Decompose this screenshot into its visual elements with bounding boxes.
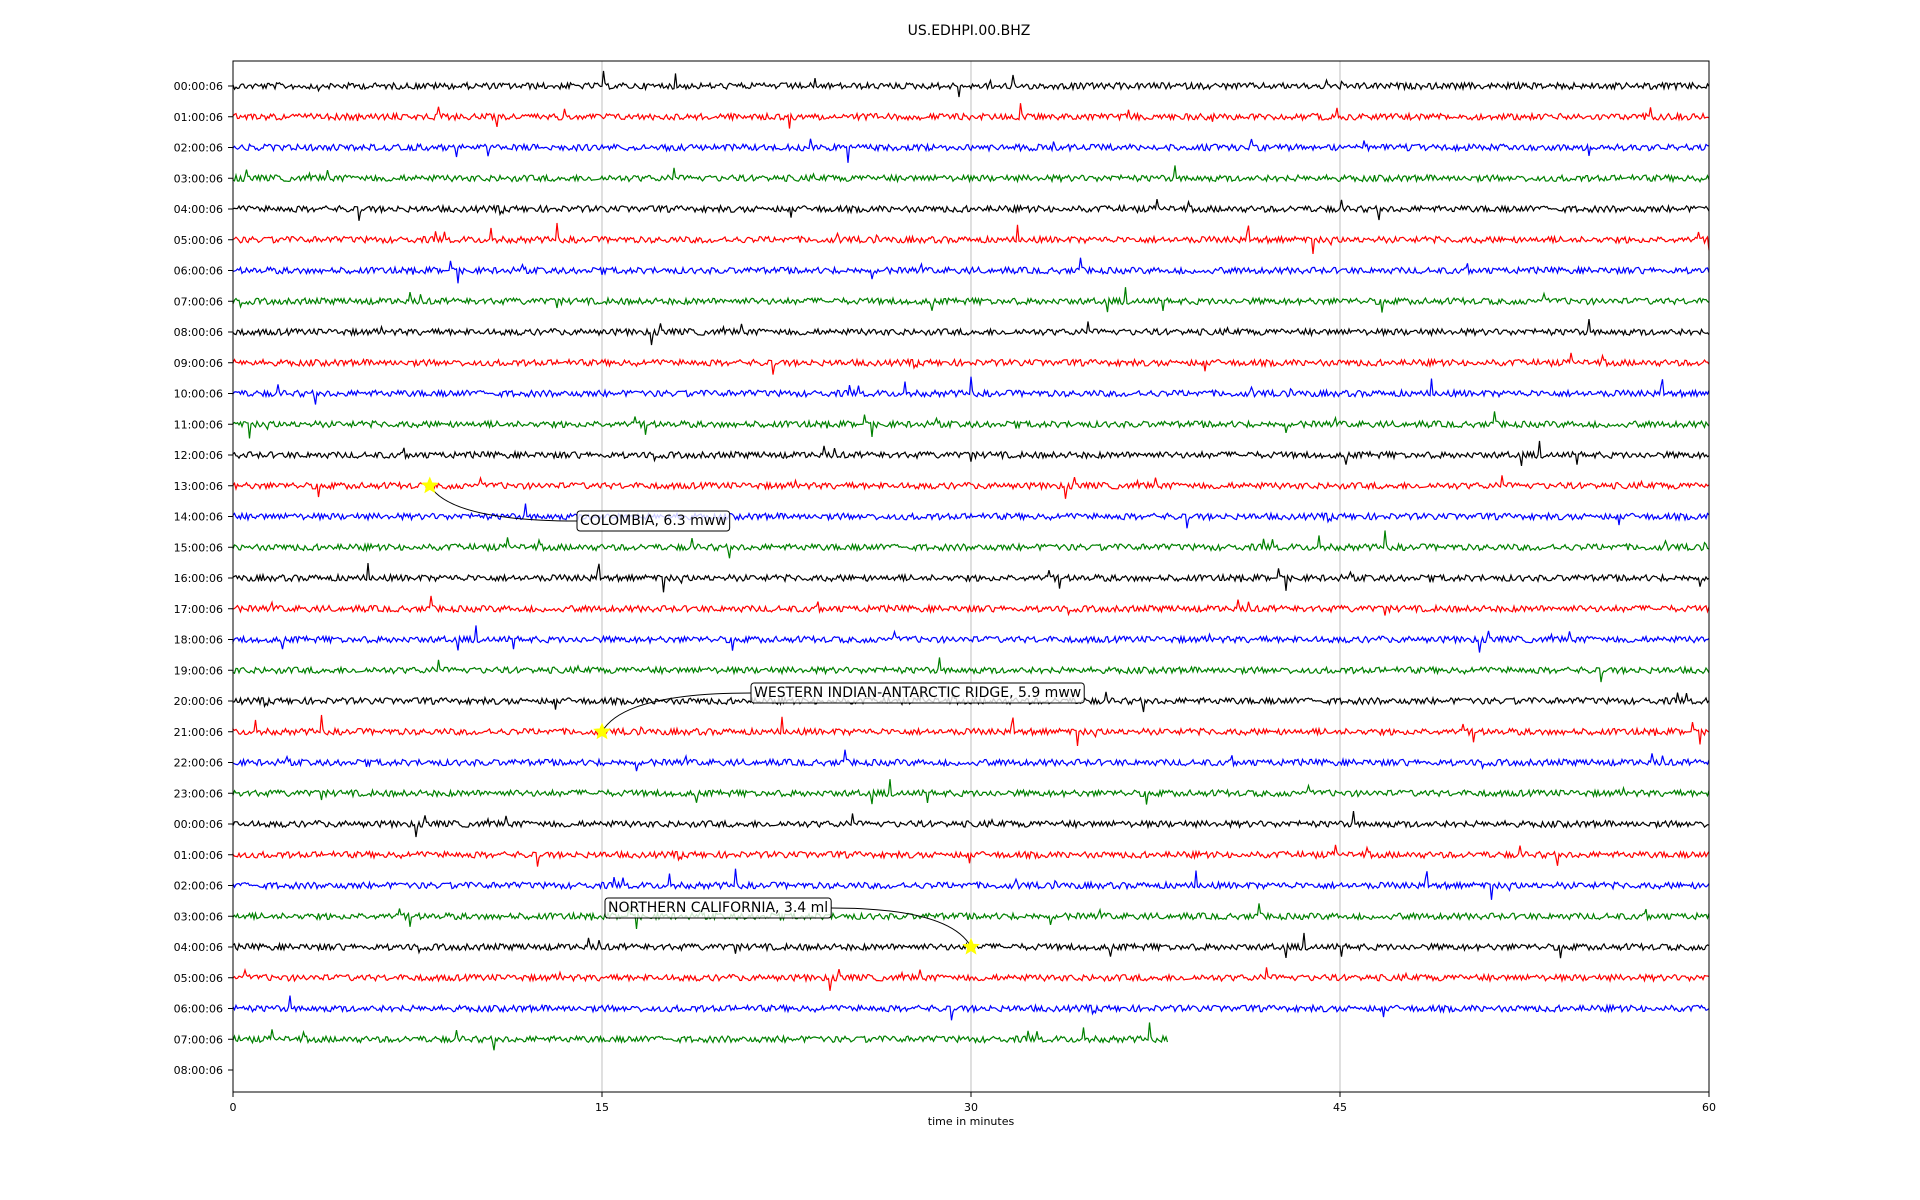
row-label: 01:00:06 (174, 849, 223, 862)
row-label: 08:00:06 (174, 1064, 223, 1077)
seismic-trace (232, 376, 1710, 405)
seismic-trace (232, 70, 1710, 98)
row-label: 11:00:06 (174, 418, 223, 431)
row-label: 04:00:06 (174, 203, 223, 216)
seismic-trace (232, 995, 1710, 1021)
seismic-trace (232, 595, 1710, 617)
event-label: NORTHERN CALIFORNIA, 3.4 ml (608, 900, 828, 916)
seismic-trace (232, 625, 1710, 653)
row-label: 06:00:06 (174, 1003, 223, 1016)
event-label: WESTERN INDIAN-ANTARCTIC RIDGE, 5.9 mww (754, 685, 1081, 701)
event-star-marker (420, 476, 439, 494)
row-label: 18:00:06 (174, 634, 223, 647)
row-label: 12:00:06 (174, 449, 223, 462)
row-label: 05:00:06 (174, 972, 223, 985)
seismic-trace (232, 1022, 1169, 1051)
seismic-trace (232, 257, 1710, 284)
row-label: 08:00:06 (174, 326, 223, 339)
seismic-trace (232, 503, 1710, 529)
row-label: 20:00:06 (174, 695, 223, 708)
event-star-marker (593, 722, 611, 740)
row-label: 16:00:06 (174, 572, 223, 585)
row-label: 02:00:06 (174, 880, 223, 893)
event-star-marker (962, 937, 980, 955)
seismic-trace (232, 844, 1710, 867)
x-tick-label: 45 (1333, 1101, 1347, 1114)
seismic-trace (232, 714, 1710, 747)
x-tick-label: 30 (964, 1101, 978, 1114)
row-label: 02:00:06 (174, 142, 223, 155)
x-tick-label: 0 (230, 1101, 237, 1114)
seismic-trace (232, 811, 1710, 838)
seismic-trace (232, 475, 1710, 499)
seismic-trace (232, 562, 1710, 593)
grid-lines (601, 61, 1341, 1092)
row-label: 15:00:06 (174, 541, 223, 554)
seismic-trace (232, 138, 1710, 163)
chart-title: US.EDHPI.00.BHZ (908, 23, 1031, 39)
trace-group (232, 70, 1710, 1051)
seismic-trace (232, 749, 1710, 772)
event-connector (429, 485, 578, 522)
annotation-group: COLOMBIA, 6.3 mww WESTERN INDIAN-ANTARCTI… (420, 476, 1085, 955)
row-label: 01:00:06 (174, 111, 223, 124)
seismic-trace (232, 657, 1710, 683)
x-tick-label: 15 (595, 1101, 609, 1114)
seismic-trace (232, 530, 1710, 559)
seismic-trace (232, 352, 1710, 375)
x-tick-group: 0 15 30 45 60 (230, 1092, 1716, 1114)
event-label: COLOMBIA, 6.3 mww (580, 513, 727, 529)
row-label: 05:00:06 (174, 234, 223, 247)
row-label: 04:00:06 (174, 941, 223, 954)
row-label: 10:00:06 (174, 388, 223, 401)
seismic-trace (232, 319, 1710, 346)
seismic-trace (232, 690, 1710, 713)
row-label-group: 00:00:06 01:00:06 02:00:06 03:00:06 04:00:06… (174, 80, 233, 1077)
seismic-trace (232, 411, 1710, 439)
row-label: 07:00:06 (174, 295, 223, 308)
seismic-trace (232, 868, 1710, 900)
row-label: 07:00:06 (174, 1033, 223, 1046)
row-label: 00:00:06 (174, 80, 223, 93)
row-label: 21:00:06 (174, 726, 223, 739)
seismic-trace (232, 903, 1710, 930)
seismic-trace (232, 198, 1710, 221)
seismic-trace (232, 967, 1710, 991)
x-axis-label: time in minutes (928, 1115, 1015, 1128)
row-label: 09:00:06 (174, 357, 223, 370)
seismic-trace (232, 287, 1710, 313)
seismic-trace (232, 440, 1710, 467)
seismic-trace (232, 103, 1710, 129)
event-connector (831, 907, 972, 948)
seismic-trace (232, 165, 1710, 184)
event-connector (601, 692, 752, 733)
plot-frame (232, 60, 1710, 1093)
row-label: 03:00:06 (174, 910, 223, 923)
row-label: 13:00:06 (174, 480, 223, 493)
row-label: 14:00:06 (174, 511, 223, 524)
row-label: 17:00:06 (174, 603, 223, 616)
seismic-trace (232, 222, 1710, 255)
row-label: 19:00:06 (174, 664, 223, 677)
seismic-trace (232, 779, 1710, 805)
row-label: 06:00:06 (174, 265, 223, 278)
row-label: 23:00:06 (174, 787, 223, 800)
x-tick-label: 60 (1702, 1101, 1716, 1114)
row-label: 22:00:06 (174, 757, 223, 770)
row-label: 03:00:06 (174, 172, 223, 185)
row-label: 00:00:06 (174, 818, 223, 831)
